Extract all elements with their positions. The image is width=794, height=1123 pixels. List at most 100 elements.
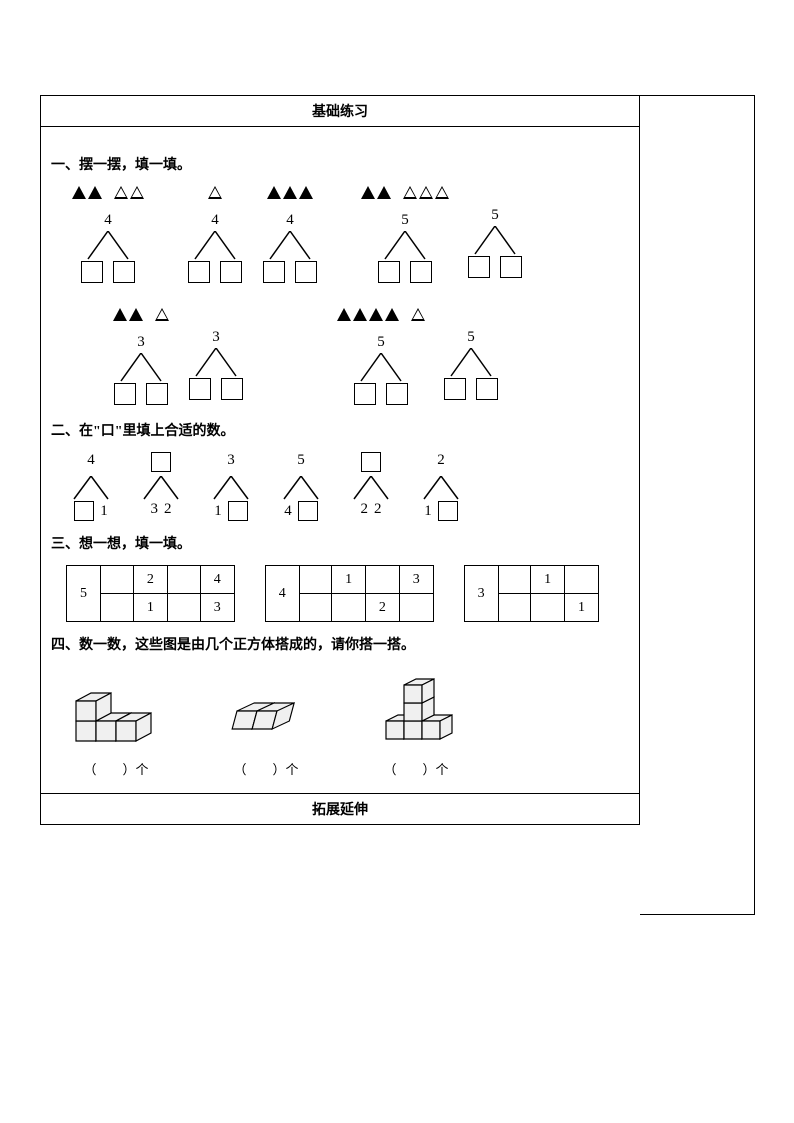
q2-bond: 22 <box>346 452 396 518</box>
answer-box[interactable] <box>354 383 376 405</box>
q1-row1: 4 4 <box>71 186 629 283</box>
q4-row: （ ）个 （ ）个 <box>66 666 629 778</box>
cubes-icon <box>366 666 466 746</box>
number-bond: 5 <box>360 212 450 283</box>
table-cell: 1 <box>565 594 599 622</box>
triangle-filled-icon <box>377 186 391 199</box>
table-cell[interactable] <box>498 594 531 622</box>
table-left: 3 <box>464 566 498 622</box>
table-cell[interactable] <box>101 566 134 594</box>
triangle-filled-icon <box>369 308 383 321</box>
q4-title: 四、数一数，这些图是由几个正方体搭成的，请你搭一搭。 <box>51 634 629 654</box>
number-bond: 4 <box>185 212 245 283</box>
answer-box[interactable] <box>361 452 381 472</box>
answer-box[interactable] <box>81 261 103 283</box>
triangle-group <box>336 308 426 326</box>
q3-table: 52413 <box>66 565 235 622</box>
triangle-group <box>71 186 145 204</box>
triangle-filled-icon <box>88 186 102 199</box>
cubes-icon <box>66 686 166 746</box>
side-panel <box>640 95 755 915</box>
table-cell[interactable] <box>101 594 134 622</box>
triangle-empty-icon <box>435 186 449 199</box>
bond-top: 2 <box>416 452 466 474</box>
bond-number: 4 <box>71 212 145 229</box>
footer-extend: 拓展延伸 <box>41 793 639 824</box>
triangle-empty-icon <box>208 186 222 199</box>
answer-box[interactable] <box>221 378 243 400</box>
table-cell[interactable] <box>332 594 366 622</box>
answer-box[interactable] <box>468 256 490 278</box>
triangle-group <box>111 308 171 326</box>
table-cell: 2 <box>133 566 167 594</box>
table-cell[interactable] <box>366 566 400 594</box>
bond-number: 4 <box>185 212 245 229</box>
answer-box[interactable] <box>189 378 211 400</box>
bond-top: 3 <box>206 452 256 474</box>
triangle-empty-icon <box>419 186 433 199</box>
table-cell: 3 <box>200 594 234 622</box>
answer-box[interactable] <box>114 383 136 405</box>
answer-box[interactable] <box>410 261 432 283</box>
main-container: 基础练习 一、摆一摆，填一填。 4 <box>40 95 640 825</box>
triangle-filled-icon <box>337 308 351 321</box>
triangle-filled-icon <box>299 186 313 199</box>
triangle-empty-icon <box>114 186 128 199</box>
bond-top <box>346 452 396 474</box>
q3-table: 311 <box>464 565 599 622</box>
answer-box[interactable] <box>386 383 408 405</box>
table-cell[interactable] <box>565 566 599 594</box>
table-cell: 3 <box>399 566 433 594</box>
answer-box[interactable] <box>378 261 400 283</box>
triangle-filled-icon <box>113 308 127 321</box>
table-cell[interactable] <box>167 594 200 622</box>
answer-box[interactable] <box>263 261 285 283</box>
table-cell[interactable] <box>399 594 433 622</box>
answer-box[interactable] <box>295 261 317 283</box>
q2-bond: 31 <box>206 452 256 521</box>
triangle-empty-icon <box>130 186 144 199</box>
triangle-group <box>260 186 320 204</box>
q4-blank[interactable]: （ ）个 <box>66 759 166 778</box>
answer-box[interactable] <box>220 261 242 283</box>
q2-bond: 32 <box>136 452 186 518</box>
answer-box[interactable] <box>188 261 210 283</box>
answer-box[interactable] <box>444 378 466 400</box>
table-cell[interactable] <box>167 566 200 594</box>
triangle-filled-icon <box>129 308 143 321</box>
bond-number: 3 <box>111 334 171 351</box>
table-left: 4 <box>265 566 299 622</box>
cube-figure-2: （ ）个 <box>216 696 316 778</box>
triangle-empty-icon <box>155 308 169 321</box>
header-basic: 基础练习 <box>41 96 639 127</box>
number-bond: 3 <box>186 329 246 400</box>
table-cell[interactable] <box>498 566 531 594</box>
bond-top: 4 <box>66 452 116 474</box>
answer-box[interactable] <box>500 256 522 278</box>
q4-blank[interactable]: （ ）个 <box>366 759 466 778</box>
table-cell: 2 <box>366 594 400 622</box>
answer-box[interactable] <box>151 452 171 472</box>
table-cell[interactable] <box>531 594 565 622</box>
number-bond: 3 <box>111 334 171 405</box>
q3-table: 4132 <box>265 565 434 622</box>
table-cell[interactable] <box>299 566 331 594</box>
bond-top: 5 <box>276 452 326 474</box>
q1-row2: 3 3 <box>111 308 629 405</box>
triangle-filled-icon <box>361 186 375 199</box>
q4-blank[interactable]: （ ）个 <box>216 759 316 778</box>
bond-number: 4 <box>260 212 320 229</box>
answer-box[interactable] <box>476 378 498 400</box>
q2-row: 413231542221 <box>66 452 629 521</box>
answer-box[interactable] <box>113 261 135 283</box>
q2-bond: 21 <box>416 452 466 521</box>
table-cell[interactable] <box>299 594 331 622</box>
triangle-group <box>360 186 450 204</box>
answer-box[interactable] <box>146 383 168 405</box>
number-bond: 5 <box>336 334 426 405</box>
triangle-filled-icon <box>353 308 367 321</box>
bond-top <box>136 452 186 474</box>
bond-number: 5 <box>465 207 525 224</box>
number-bond: 5 <box>465 207 525 278</box>
triangle-empty-icon <box>411 308 425 321</box>
